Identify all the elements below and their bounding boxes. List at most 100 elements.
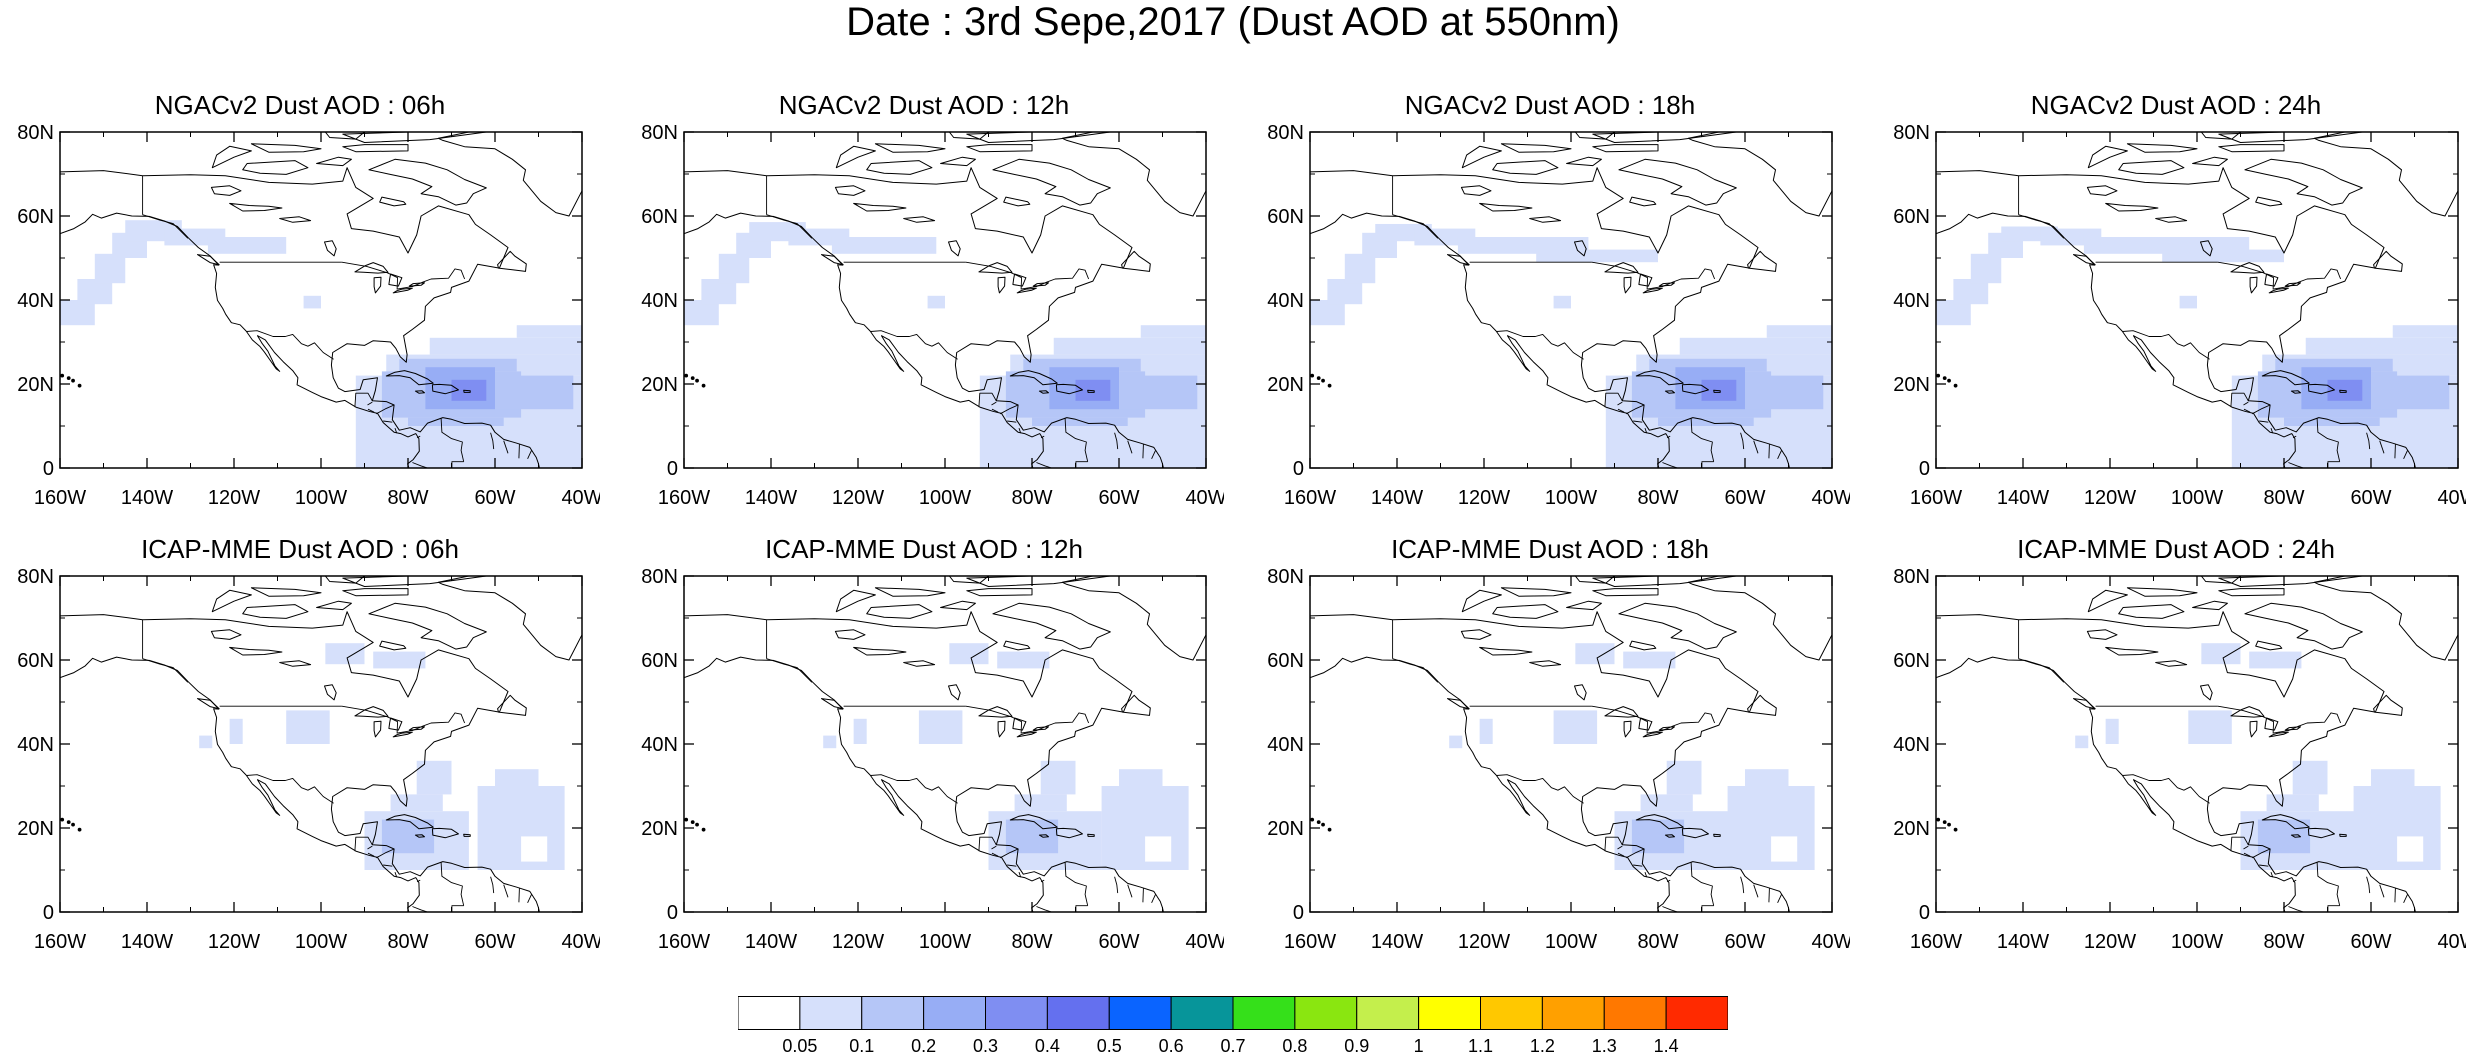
coastline <box>2155 216 2188 223</box>
coastline <box>2218 576 2363 587</box>
x-tick-label: 140W <box>1371 487 1423 509</box>
x-tick-label: 60W <box>2350 487 2391 509</box>
x-tick-label: 160W <box>658 931 710 953</box>
coastline <box>966 588 1033 597</box>
x-tick-label: 60W <box>474 487 515 509</box>
coastline <box>1713 833 1721 837</box>
coastline <box>1003 196 1031 207</box>
y-tick-label: 60N <box>17 206 54 228</box>
y-tick-label: 20N <box>641 818 678 840</box>
border-line <box>2018 214 2065 239</box>
x-tick-label: 100W <box>919 931 971 953</box>
coastline <box>2249 276 2258 294</box>
aod-cell <box>2249 651 2302 669</box>
x-tick-label: 60W <box>1098 931 1139 953</box>
border-line <box>2394 444 2396 459</box>
border-line <box>1633 864 1643 867</box>
map-panel-ngacv2-12h: NGACv2 Dust AOD : 12h 160W 140W 120W 100W 80W… <box>624 90 1224 510</box>
colorbar-label: 0.3 <box>972 1036 999 1056</box>
coastline <box>1012 273 1027 287</box>
map-panel-icap-mme-06h: ICAP-MME Dust AOD : 06h 160W 140W 120W 100W 8… <box>0 534 600 954</box>
border-line <box>991 845 997 850</box>
border-line <box>2217 705 2342 734</box>
coastline <box>316 156 352 167</box>
coastline <box>2373 694 2403 716</box>
x-tick-label: 40W <box>1185 931 1224 953</box>
colorbar-swatch <box>1232 996 1296 1030</box>
coastline <box>497 694 527 716</box>
map-panel-ngacv2-24h: NGACv2 Dust AOD : 24h 160W 140W 120W 100W 80W… <box>1876 90 2466 510</box>
axis-ticks: 160W 140W 120W 100W 80W 60W 40W 0 20N 40N 60N 80N <box>1893 566 2466 953</box>
border-line <box>978 392 997 408</box>
border-line <box>1666 435 1671 439</box>
coastline <box>1038 390 1049 394</box>
border-line <box>142 214 189 239</box>
border-line <box>1604 836 1623 852</box>
coastline <box>948 576 989 584</box>
border-line <box>2259 420 2269 423</box>
coastline <box>1592 132 1737 143</box>
coastline <box>2105 202 2159 212</box>
coastline <box>2244 602 2363 650</box>
x-tick-label: 80W <box>2263 931 2304 953</box>
x-tick-label: 100W <box>2171 487 2223 509</box>
aod-cell <box>1666 760 1702 795</box>
coastline <box>1492 604 1559 619</box>
border-line <box>1142 444 1144 459</box>
panel-title: ICAP-MME Dust AOD : 24h <box>2017 534 2335 564</box>
border-line <box>1151 450 1156 459</box>
aod-cell <box>2397 836 2424 862</box>
aod-cell <box>1553 295 1571 309</box>
border-line <box>870 774 958 804</box>
coastlines <box>1936 576 2458 912</box>
coastline <box>388 717 403 731</box>
y-tick-label: 40N <box>1267 290 1304 312</box>
border-line <box>1777 894 1782 903</box>
aod-cell <box>495 375 574 410</box>
border-line <box>416 435 421 439</box>
x-tick-label: 80W <box>1011 487 1052 509</box>
border-line <box>354 392 373 408</box>
coastline <box>1574 240 1587 257</box>
coastline <box>1055 827 1083 839</box>
border-line <box>991 401 997 406</box>
colorbar-label: 0.05 <box>782 1036 818 1056</box>
panel-title: NGACv2 Dust AOD : 06h <box>154 90 446 120</box>
coastline <box>342 132 487 143</box>
coastline <box>392 287 413 294</box>
map-panel-icap-mme-18h: ICAP-MME Dust AOD : 18h 160W 140W 120W 100W 8… <box>1250 534 1850 954</box>
coastline <box>385 814 434 830</box>
island <box>71 822 75 827</box>
coastlines <box>1936 132 2458 468</box>
border-line <box>490 432 495 450</box>
coastline <box>408 726 425 731</box>
coastline <box>437 576 582 661</box>
coastline <box>2200 240 2213 257</box>
border-line <box>367 852 375 857</box>
y-tick-label: 60N <box>1267 650 1304 672</box>
border-line <box>2270 427 2274 434</box>
colorbar-label: 1 <box>1413 1036 1424 1056</box>
aod-cell <box>853 718 867 744</box>
coastline <box>1461 589 1502 613</box>
aod-cell <box>521 836 548 862</box>
y-tick-label: 80N <box>641 122 678 144</box>
aod-cell <box>373 651 426 669</box>
coastline <box>2339 833 2347 837</box>
border-line <box>1114 876 1119 894</box>
coastlines <box>60 132 582 468</box>
axis-ticks: 160W 140W 120W 100W 80W 60W 40W 0 20N 40N 60N 80N <box>1267 566 1850 953</box>
coastline <box>2373 250 2403 272</box>
coastline <box>1629 640 1657 651</box>
coastline <box>2118 160 2185 175</box>
x-tick-label: 40W <box>1185 487 1224 509</box>
y-tick-label: 60N <box>1267 206 1304 228</box>
coastline <box>2230 706 2265 718</box>
island <box>695 822 699 827</box>
aod-cell <box>1327 279 1363 305</box>
coastline <box>2126 143 2198 153</box>
coastline <box>948 132 989 140</box>
border-line <box>2379 884 2385 898</box>
border-line <box>1114 432 1119 450</box>
coastline <box>2073 698 2096 710</box>
